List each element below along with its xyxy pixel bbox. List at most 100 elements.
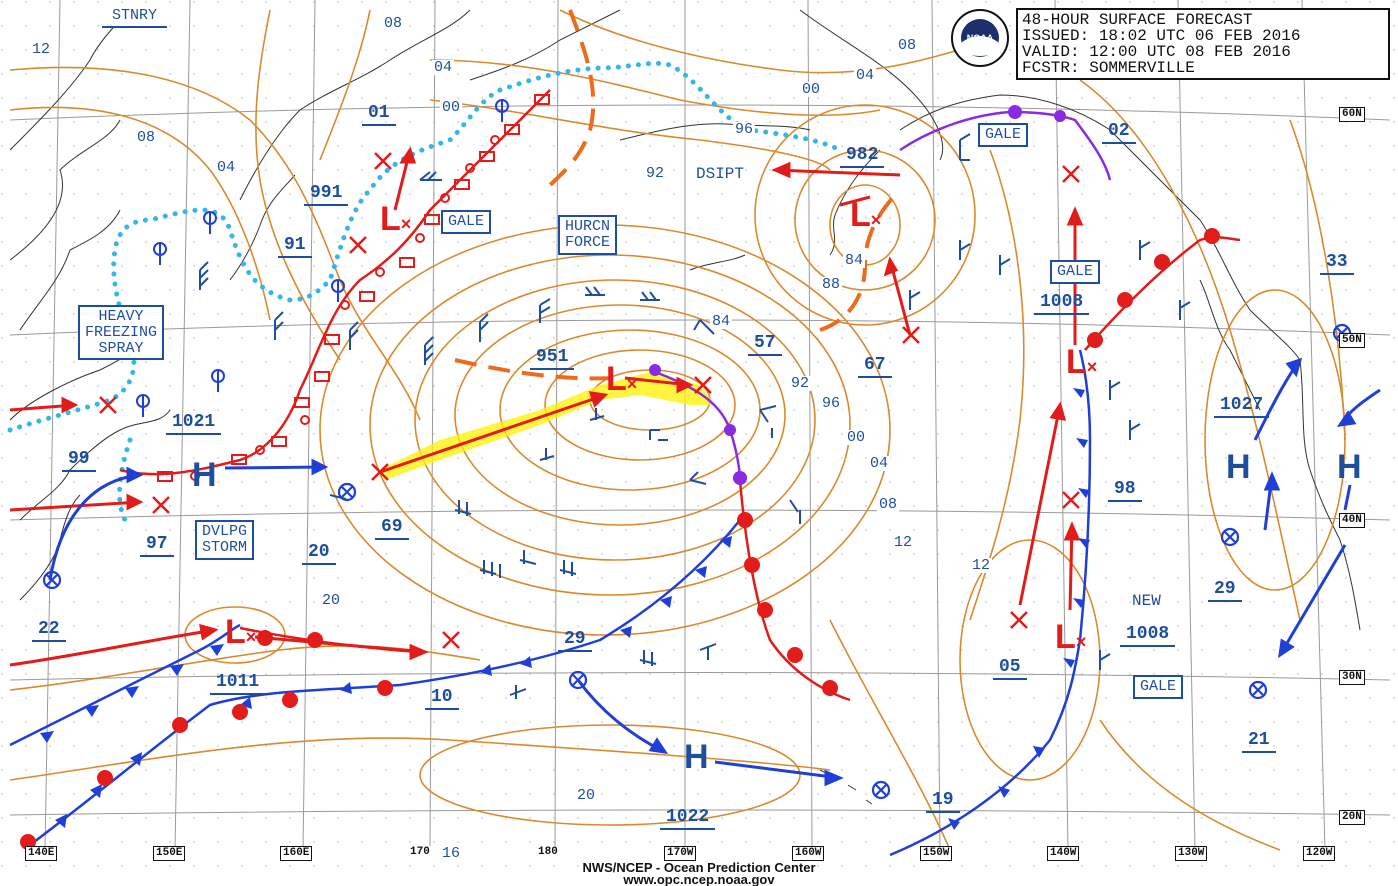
gale-warning-box-2: GALE — [978, 123, 1029, 147]
cold-fronts — [9, 349, 1092, 857]
isobar-label: 08 — [896, 37, 919, 54]
spray-label: SPRAY — [98, 339, 144, 357]
low-991-value: 991 — [304, 184, 349, 206]
high-1027-symbol: H — [1226, 448, 1251, 486]
high-tracks — [48, 357, 1381, 787]
storm-tracks — [9, 146, 1084, 667]
isobar-label: 00 — [440, 99, 463, 116]
ice-symbols — [136, 99, 510, 417]
new-low-symbol: L× — [1055, 618, 1087, 656]
lat-label: 40N — [1339, 513, 1365, 528]
low-1011-symbol: L× — [225, 613, 257, 651]
storm-label: STORM — [202, 538, 248, 556]
pressure-label: 10 — [425, 688, 459, 710]
lon-label: 160E — [280, 846, 313, 861]
dissipating-label: DSIPT — [696, 165, 745, 183]
pressure-label: 02 — [1102, 122, 1136, 144]
high-east-symbol: H — [1337, 448, 1362, 486]
pressure-label: 19 — [926, 791, 960, 813]
isobar-label: 84 — [710, 313, 733, 330]
pressure-label: 22 — [32, 620, 66, 642]
isobar-label: 92 — [644, 165, 667, 182]
gale-label: GALE — [448, 213, 485, 230]
header-valid: VALID: 12:00 UTC 08 FEB 2016 — [1022, 43, 1291, 61]
pressure-label: 21 — [1242, 731, 1276, 753]
high-1022-symbol: H — [684, 738, 709, 776]
isobar-label: 92 — [789, 375, 812, 392]
isobar-label: 08 — [135, 129, 158, 146]
high-1021-value: 1021 — [166, 413, 222, 435]
gale-warning-box-4: GALE — [1133, 675, 1184, 699]
new-low-1008-value: 1008 — [1120, 625, 1176, 647]
stnry-label-box: STNRY — [102, 8, 168, 28]
forecast-header: 48-HOUR SURFACE FORECAST ISSUED: 18:02 U… — [1016, 8, 1390, 80]
wind-barbs — [199, 133, 1191, 699]
cold-front-barbs — [40, 388, 1090, 830]
freezing-label: FREEZING — [85, 323, 158, 341]
pressure-label: 29 — [1208, 580, 1242, 602]
lat-label: 60N — [1339, 107, 1365, 122]
isobar-label: 04 — [868, 455, 891, 472]
heavy-freezing-spray-box: HEAVY FREEZING SPRAY — [78, 305, 165, 361]
lon-label: 150W — [920, 846, 953, 861]
lon-label: 170W — [664, 846, 697, 861]
hurricane-force-warning-box: HURCN FORCE — [558, 215, 618, 255]
lon-label: 150E — [153, 846, 186, 861]
pressure-label: 99 — [62, 450, 96, 472]
pressure-label: 57 — [748, 334, 782, 356]
pressure-label: 97 — [140, 535, 174, 557]
credit: NWS/NCEP - Ocean Prediction Center www.o… — [0, 860, 1398, 886]
gale-warning-box: GALE — [441, 210, 492, 234]
lat-label: 30N — [1339, 670, 1365, 685]
lon-label: 140E — [25, 846, 58, 861]
gale-label-3: GALE — [1057, 263, 1094, 280]
pressure-label: 20 — [302, 543, 336, 565]
pressure-label: 33 — [1320, 253, 1354, 275]
warm-front-semicircles — [20, 228, 1220, 850]
gale-label-2: GALE — [985, 126, 1022, 143]
dvlpg-label: DVLPG — [202, 523, 248, 540]
pressure-label: 91 — [278, 236, 312, 258]
header-forecaster: FCSTR: SOMMERVILLE — [1022, 59, 1195, 77]
warm-fronts — [738, 236, 1241, 702]
lon-label: 160W — [792, 846, 825, 861]
isobar-label: 00 — [800, 81, 823, 98]
x-marks — [99, 152, 1080, 649]
isobar-label: 04 — [432, 59, 455, 76]
high-1027-value: 1027 — [1214, 396, 1270, 418]
isobar-label: 96 — [820, 395, 843, 412]
low-1008-value: 1008 — [1034, 293, 1090, 315]
isobar-label: 96 — [733, 121, 756, 138]
lon-label: 130W — [1175, 846, 1208, 861]
hurcn-label: HURCN — [565, 218, 611, 235]
isobar-label: 08 — [382, 15, 405, 32]
lat-label: 20N — [1339, 810, 1365, 825]
pressure-label: 05 — [993, 658, 1027, 680]
pressure-label: 69 — [375, 518, 409, 540]
low-982-value: 982 — [840, 146, 885, 168]
credit-url: www.opc.ncep.noaa.gov — [623, 872, 775, 886]
isobar-label: 12 — [892, 534, 915, 551]
isobar-label: 20 — [575, 787, 598, 804]
isobar-label: 04 — [854, 67, 877, 84]
low-982-symbol: L× — [850, 196, 882, 234]
pressure-label: 98 — [1108, 480, 1142, 502]
new-label: NEW — [1132, 592, 1161, 610]
gale-warning-box-3: GALE — [1050, 260, 1101, 284]
isobar-label: 12 — [970, 557, 993, 574]
lon-label: 170 — [408, 846, 432, 859]
heavy-label: HEAVY — [98, 308, 144, 325]
low-1008-symbol: L× — [1066, 343, 1098, 381]
noaa-logo-icon: NOAA — [951, 9, 1009, 67]
isobar-label: 84 — [843, 252, 866, 269]
high-1021-symbol: H — [192, 456, 217, 494]
stationary-front-markers — [157, 94, 550, 482]
low-951-value: 951 — [530, 348, 575, 370]
low-951-symbol: L× — [606, 360, 638, 398]
lon-label: 180 — [536, 846, 560, 859]
pressure-label: 67 — [858, 356, 892, 378]
credit-agency: NWS/NCEP - Ocean Prediction Center — [582, 860, 816, 875]
